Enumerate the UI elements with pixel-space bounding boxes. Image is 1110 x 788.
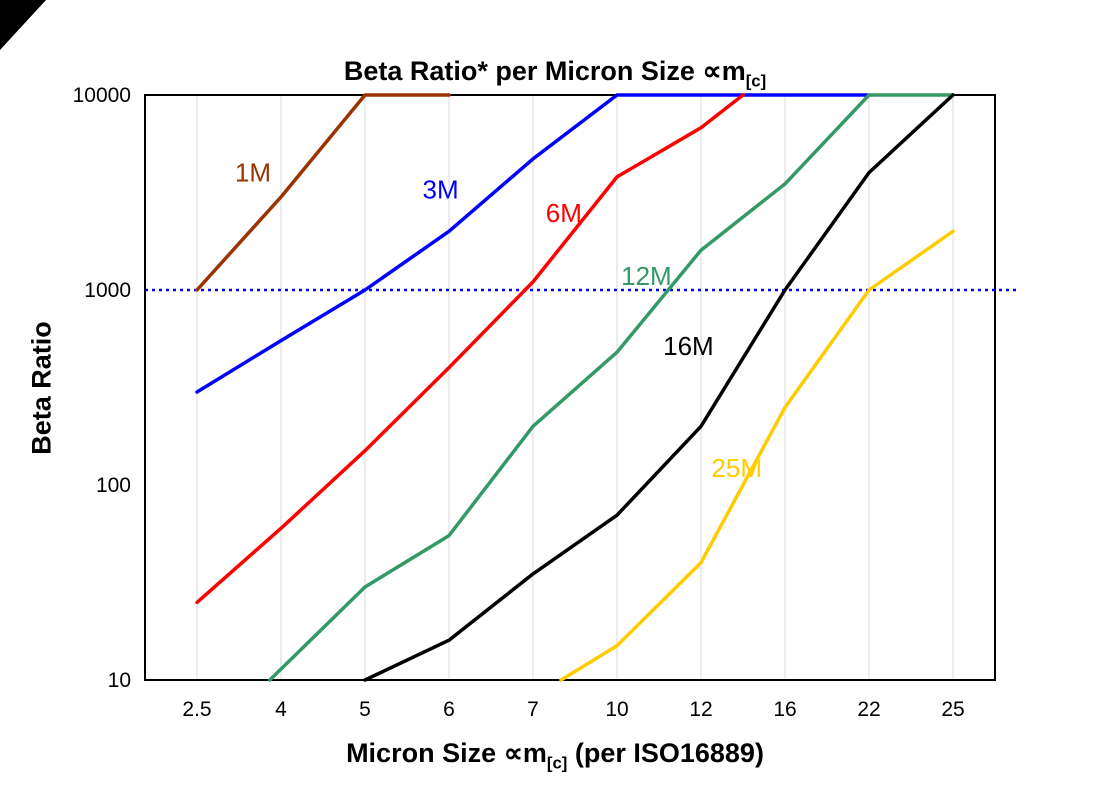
y-tick-label: 1000 [84, 279, 131, 302]
x-tick-label: 16 [773, 698, 796, 721]
chart-title-text: Beta Ratio* per Micron Size ∝m [343, 56, 746, 86]
x-tick-label: 7 [527, 698, 539, 721]
chart-title: Beta Ratio* per Micron Size ∝m[c] [0, 56, 1110, 91]
series-line-16M [363, 93, 955, 682]
series-label-12M: 12M [621, 261, 672, 291]
x-tick-label: 12 [689, 698, 712, 721]
series-line-3M [195, 93, 871, 394]
x-axis-title-suffix: (per ISO16889) [567, 738, 764, 768]
x-tick-label: 4 [275, 698, 287, 721]
x-tick-label: 22 [857, 698, 880, 721]
series-label-3M: 3M [423, 174, 459, 204]
series-line-6M [195, 93, 745, 605]
series-line-1M [195, 93, 451, 292]
y-tick-label: 100 [96, 474, 131, 497]
series-line-25M [559, 229, 955, 682]
series-label-25M: 25M [711, 453, 762, 483]
series-label-16M: 16M [663, 331, 714, 361]
x-tick-label: 2.5 [182, 698, 211, 721]
series-label-1M: 1M [235, 158, 271, 188]
y-tick-label: 10000 [73, 84, 131, 107]
corner-artifact [0, 0, 46, 50]
x-tick-label: 5 [359, 698, 371, 721]
plot-frame [144, 94, 996, 681]
y-tick-label: 10 [108, 669, 131, 692]
x-tick-label: 6 [443, 698, 455, 721]
x-tick-label: 10 [605, 698, 628, 721]
series-label-6M: 6M [546, 198, 582, 228]
x-axis-title-subscript: [c] [546, 753, 568, 773]
x-tick-label: 25 [941, 698, 964, 721]
x-axis-title-text: Micron Size ∝m [346, 738, 547, 768]
series-line-12M [268, 93, 955, 682]
chart-title-subscript: [c] [745, 71, 767, 91]
x-axis-title: Micron Size ∝m[c] (per ISO16889) [0, 738, 1110, 773]
